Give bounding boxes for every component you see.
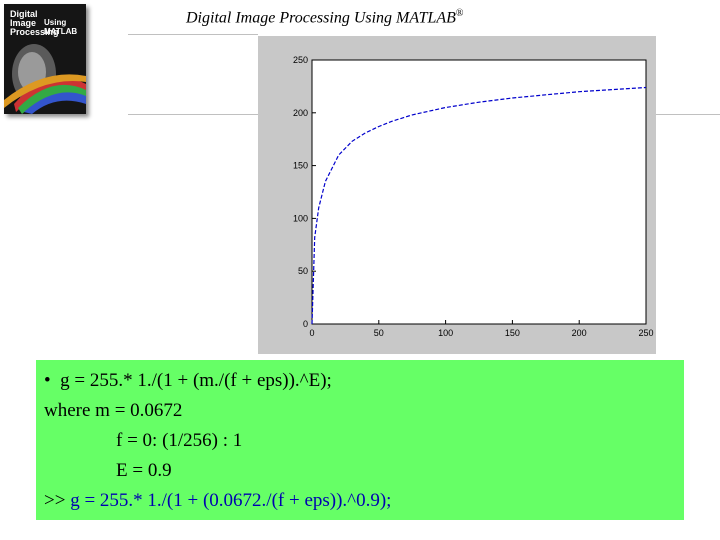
x-tick-label: 250 (638, 328, 653, 338)
y-tick-label: 50 (298, 266, 308, 276)
y-tick-label: 250 (293, 55, 308, 65)
y-tick-label: 200 (293, 108, 308, 118)
y-tick-label: 150 (293, 161, 308, 171)
contrast-stretch-plot: 0 50 100 150 200 250 0 50 100 150 200 250 (293, 55, 654, 338)
series-line (311, 86, 647, 325)
x-tick-label: 100 (438, 328, 453, 338)
header-divider-bottom (128, 114, 258, 115)
book-cover-art (4, 4, 86, 114)
formula-box: • g = 255.* 1./(1 + (m./(f + eps)).^E); … (36, 360, 684, 520)
bullet-icon: • (44, 370, 51, 391)
header-divider-top (128, 34, 258, 35)
x-tick-label: 150 (505, 328, 520, 338)
x-tick-label: 50 (374, 328, 384, 338)
formula-line-2: where m = 0.0672 (44, 400, 183, 421)
plot-axes-box (311, 59, 647, 325)
formula-line-4: E = 0.9 (116, 460, 172, 481)
book-title: Digital Image Processing (10, 9, 59, 37)
y-tick-label: 100 (293, 213, 308, 223)
matlab-figure-panel: 0 50 100 150 200 250 0 50 100 150 200 250 (258, 36, 656, 354)
formula-line-1: • g = 255.* 1./(1 + (m./(f + eps)).^E); (44, 370, 332, 391)
matlab-command: g = 255.* 1./(1 + (0.0672./(f + eps)).^0… (70, 490, 392, 511)
x-tick-label: 0 (309, 328, 314, 338)
book-cover-image: Digital Image Processing Using MATLAB (4, 4, 86, 114)
y-tick-label: 0 (303, 319, 308, 329)
x-tick-label: 200 (572, 328, 587, 338)
command-prompt: >> (44, 490, 66, 511)
header-divider-right (656, 114, 720, 115)
book-subtitle: Using MATLAB (44, 18, 78, 36)
formula-line-3: f = 0: (1/256) : 1 (116, 430, 243, 451)
page-title: Digital Image Processing Using MATLAB® (186, 8, 464, 27)
matlab-command-line: >> g = 255.* 1./(1 + (0.0672./(f + eps))… (44, 486, 676, 516)
trademark-symbol: ® (455, 8, 464, 19)
